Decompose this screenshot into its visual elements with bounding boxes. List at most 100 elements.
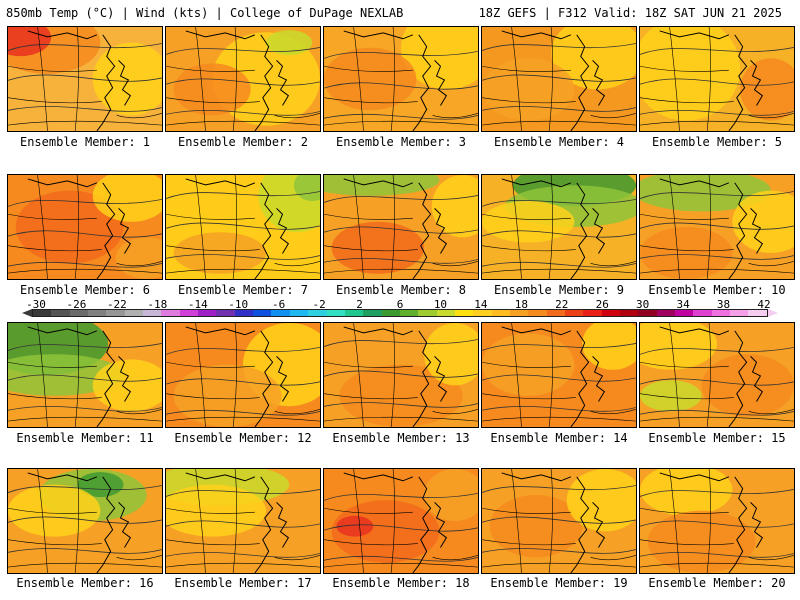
great-lakes-outline	[659, 178, 730, 188]
state-border	[74, 175, 79, 279]
height-contour	[324, 492, 478, 501]
ensemble-map-panel	[7, 26, 163, 132]
temperature-region	[77, 472, 124, 498]
state-border	[511, 175, 522, 279]
temperature-region	[324, 175, 440, 196]
height-contour	[8, 74, 162, 82]
state-border	[432, 409, 478, 415]
state-border	[548, 323, 553, 427]
state-border	[706, 469, 711, 573]
state-border	[748, 261, 794, 267]
height-contour	[640, 520, 794, 528]
coastline	[118, 208, 132, 254]
coastline	[434, 356, 448, 402]
colorbar-swatch	[179, 310, 199, 316]
height-contour	[8, 43, 162, 52]
height-contour	[640, 254, 794, 260]
state-border	[37, 323, 48, 427]
colorbar-tick-label: 6	[396, 298, 404, 311]
colorbar-min-arrow	[22, 309, 32, 317]
height-contour	[482, 374, 636, 382]
ensemble-member-label: Ensemble Member: 15	[648, 431, 786, 445]
state-border	[548, 175, 553, 279]
state-border	[195, 469, 206, 573]
temperature-region	[640, 380, 702, 412]
colorbar-swatch	[381, 310, 400, 316]
height-contour	[166, 46, 320, 56]
state-border	[324, 213, 413, 220]
height-contour	[8, 485, 162, 494]
coastline	[96, 34, 116, 131]
state-border	[590, 261, 636, 267]
temperature-region	[266, 30, 313, 56]
temperature-region	[640, 227, 733, 279]
height-contour	[640, 191, 794, 200]
height-contour	[482, 516, 636, 524]
state-border	[511, 27, 522, 131]
state-border	[166, 361, 255, 368]
coastline	[412, 476, 432, 573]
coastline	[96, 476, 116, 573]
height-contour	[8, 230, 162, 238]
ensemble-map-panel	[165, 468, 321, 574]
great-lakes-outline	[27, 326, 98, 336]
state-border	[74, 469, 79, 573]
state-border	[706, 323, 711, 427]
ensemble-map-panel	[323, 322, 479, 428]
height-contour	[324, 402, 478, 408]
temperature-region	[173, 63, 251, 116]
coastline	[592, 208, 606, 254]
ensemble-map-panel	[639, 174, 795, 280]
great-lakes-outline	[501, 178, 572, 188]
state-border	[390, 323, 395, 427]
state-border	[390, 27, 395, 131]
height-contour	[324, 258, 478, 264]
state-border	[232, 469, 237, 573]
height-contour	[640, 552, 794, 558]
state-border	[324, 97, 418, 104]
colorbar	[32, 309, 768, 317]
colorbar-swatch	[33, 310, 52, 316]
coastline	[570, 182, 590, 279]
great-lakes-outline	[501, 326, 572, 336]
colorbar-tick-label: -2	[312, 298, 326, 311]
state-border	[8, 120, 162, 126]
coastline	[118, 60, 132, 106]
state-border	[482, 393, 576, 400]
ensemble-member-label: Ensemble Member: 9	[493, 283, 625, 297]
state-border	[195, 323, 206, 427]
temperature-region	[640, 469, 733, 516]
state-border	[669, 27, 680, 131]
colorbar-swatch	[161, 310, 180, 316]
state-border	[353, 175, 364, 279]
colorbar-swatch	[143, 310, 162, 316]
ensemble-member-label: Ensemble Member: 12	[174, 431, 312, 445]
height-contour	[324, 194, 478, 204]
height-contour	[324, 555, 478, 562]
coastline	[412, 330, 432, 427]
coastline	[592, 60, 606, 106]
state-border	[195, 27, 206, 131]
state-border	[116, 409, 162, 415]
coastline	[118, 502, 132, 548]
coastline	[750, 208, 764, 254]
state-border	[232, 175, 237, 279]
coastline	[434, 208, 448, 254]
state-border	[669, 469, 680, 573]
ensemble-map-panel	[639, 468, 795, 574]
height-contour	[166, 409, 320, 416]
state-border	[640, 416, 794, 422]
state-border	[432, 555, 478, 561]
coastline	[276, 208, 290, 254]
state-border	[511, 323, 522, 427]
ensemble-member-label: Ensemble Member: 5	[651, 135, 783, 149]
colorbar-swatch	[693, 310, 712, 316]
height-contour	[482, 485, 636, 494]
height-contour	[166, 552, 320, 558]
colorbar-swatch	[418, 310, 437, 316]
state-border	[8, 361, 97, 368]
colorbar-tick-label: -22	[106, 298, 127, 311]
state-border	[640, 539, 734, 546]
great-lakes-outline	[185, 326, 256, 336]
coastline	[254, 34, 274, 131]
